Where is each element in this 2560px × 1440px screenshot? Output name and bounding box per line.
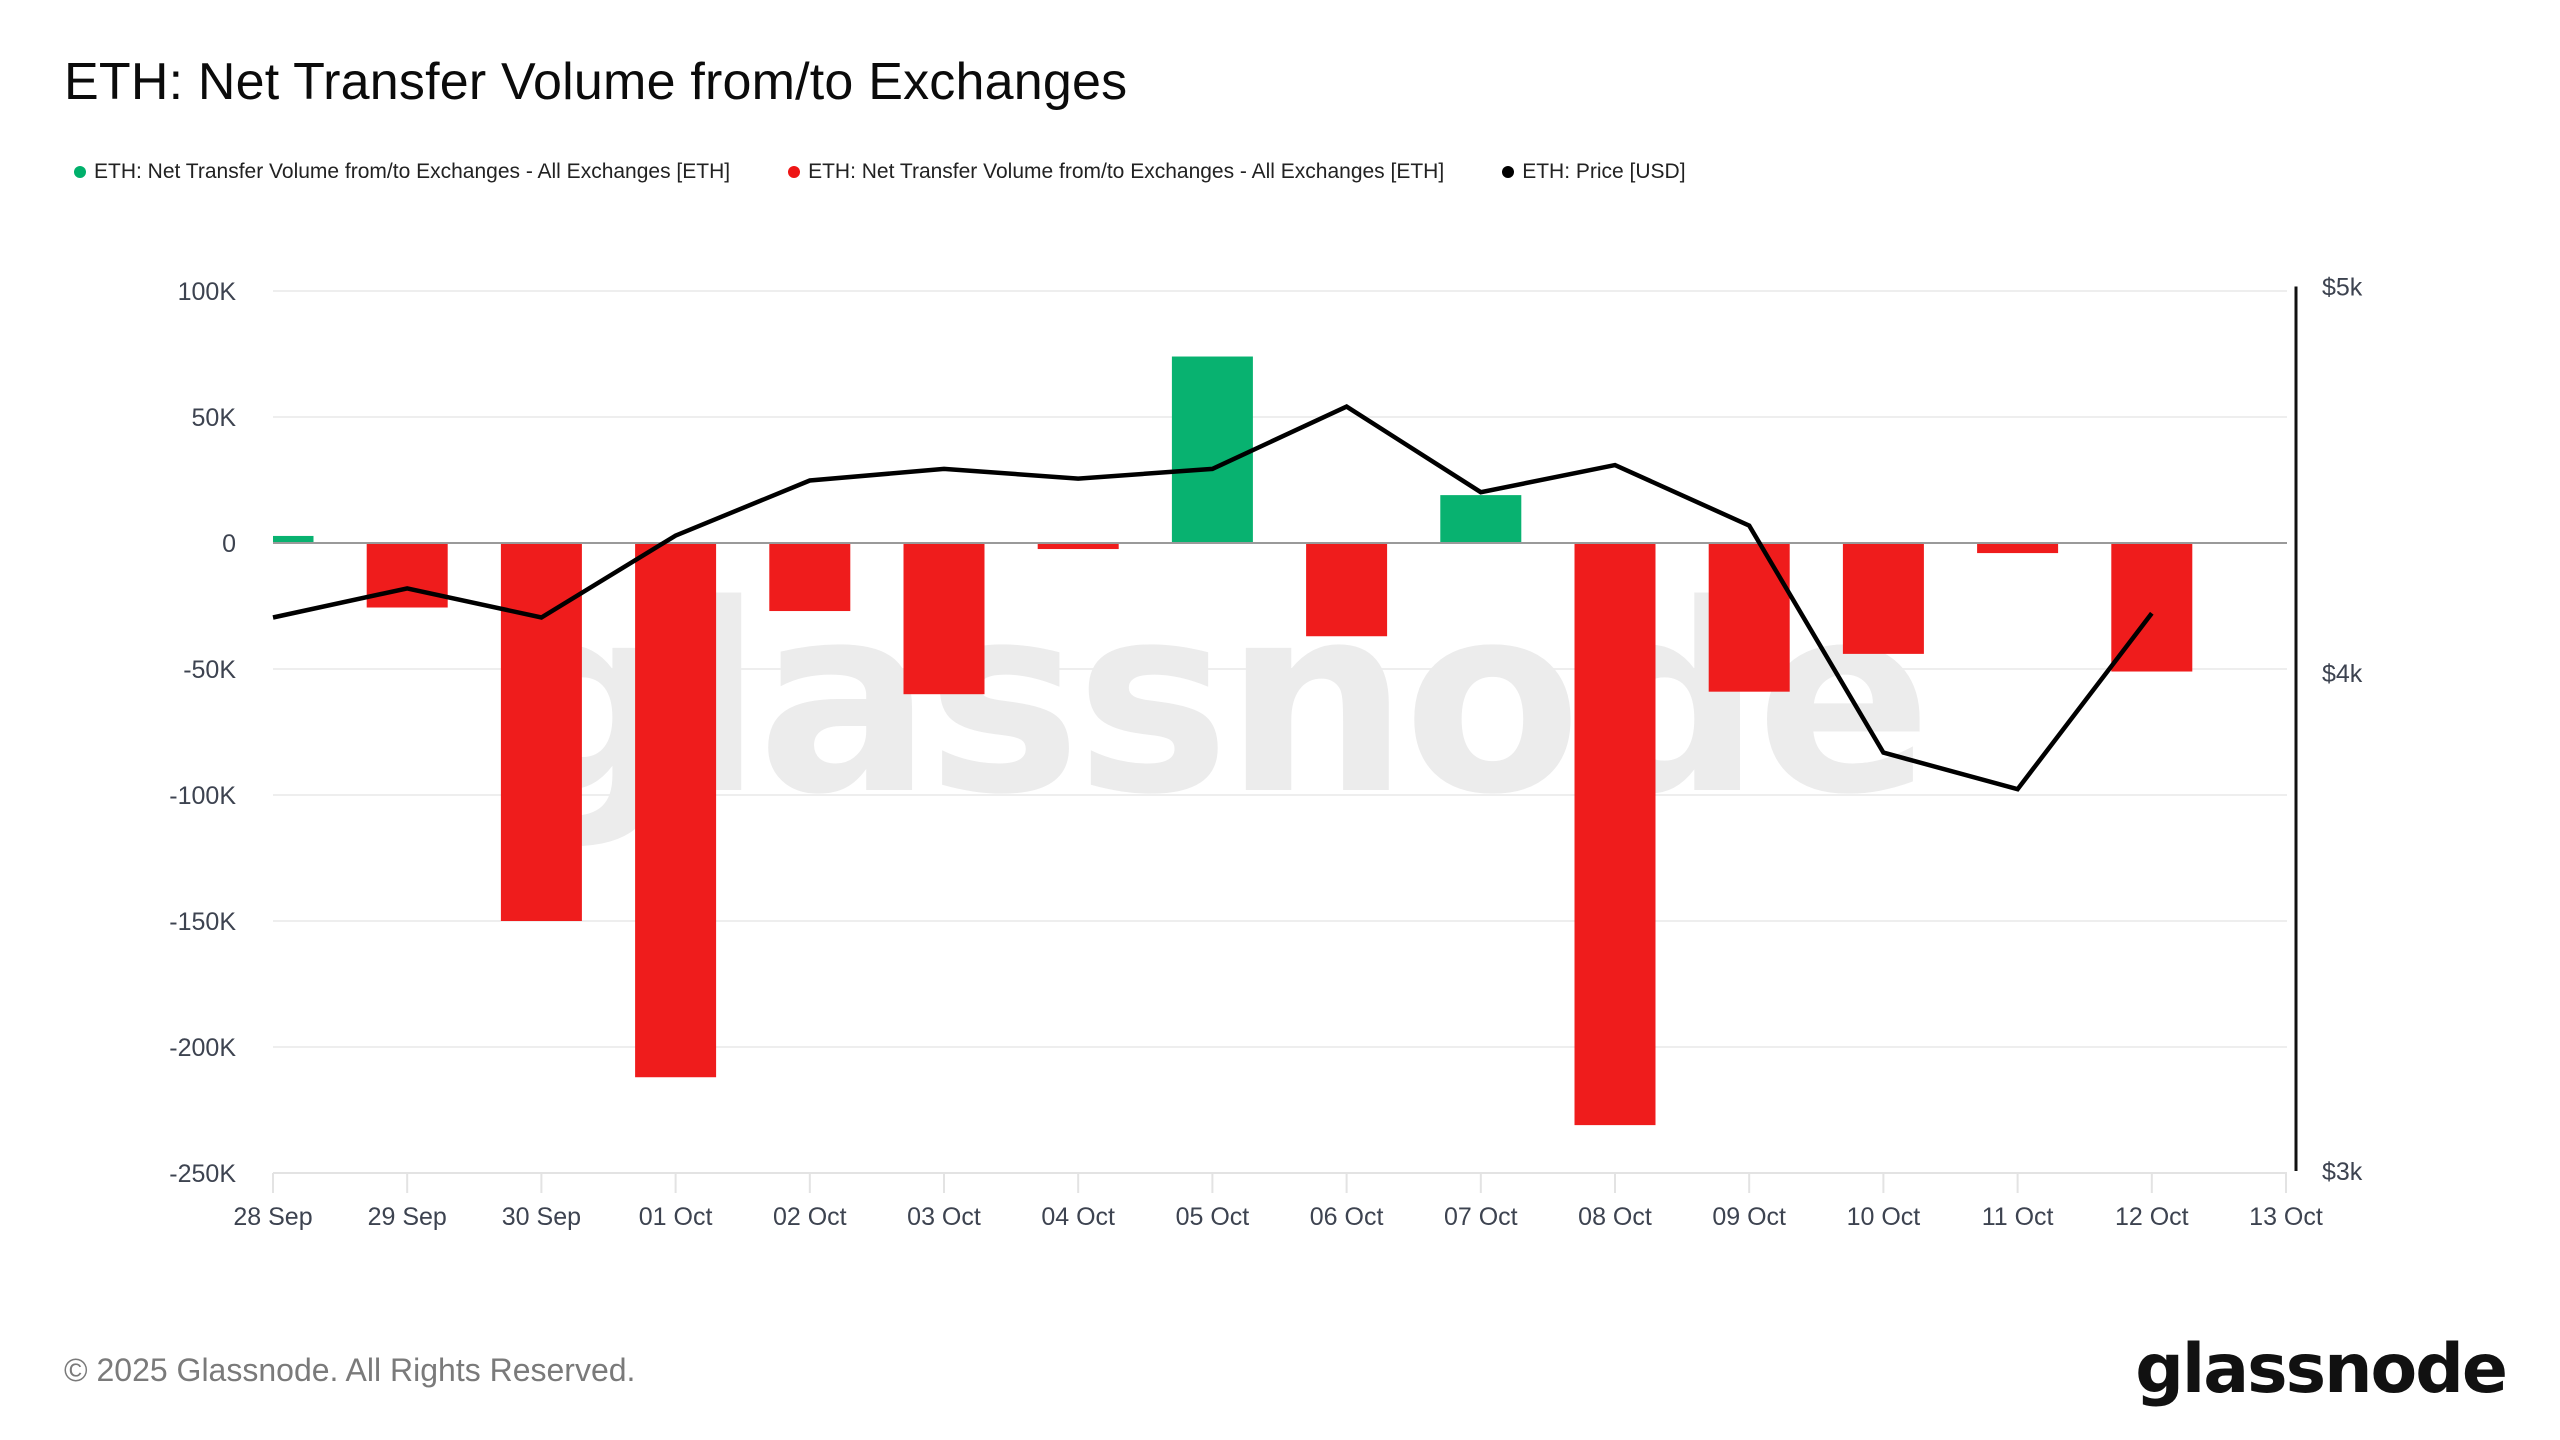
bar [1171,356,1253,543]
right-axis: $5k $4k $3k [2294,273,2363,1186]
gridlines [273,290,2287,1174]
x-axis-tick-label: 01 Oct [639,1203,713,1231]
legend-item-netflow-negative[interactable]: ETH: Net Transfer Volume from/to Exchang… [788,160,1444,184]
right-axis-tick-label: $5k [2322,273,2363,301]
x-axis-tick-label: 05 Oct [1176,1203,1250,1231]
left-axis-tick-label: -100K [169,782,236,810]
right-axis-tick-label: $3k [2322,1158,2363,1186]
legend-dot-icon [74,166,86,178]
bar [1037,543,1119,550]
bar [1977,543,2059,554]
left-axis-tick-label: 100K [178,278,237,306]
x-axis-tick-label: 28 Sep [233,1203,312,1231]
netflow-bars [273,356,2193,1126]
bar [1708,543,1790,692]
bar [1574,543,1656,1126]
left-axis-tick-label: -250K [169,1160,236,1188]
left-axis-tick-label: -50K [183,656,236,684]
x-axis-tick-label: 09 Oct [1712,1203,1786,1231]
left-axis-tick-label: 0 [222,530,236,558]
legend-label: ETH: Net Transfer Volume from/to Exchang… [808,160,1445,183]
left-axis-tick-label: 50K [192,404,237,432]
right-axis-tick-label: $4k [2322,660,2363,688]
bar [903,543,985,695]
x-axis-tick-label: 13 Oct [2249,1203,2323,1231]
price-line [272,404,2154,792]
x-axis-tick-label: 29 Sep [368,1203,447,1231]
x-axis-tick-label: 11 Oct [1982,1203,2054,1231]
bar [273,535,314,543]
x-axis-tick-label: 12 Oct [2115,1203,2189,1231]
x-axis-tick-label: 08 Oct [1578,1203,1652,1231]
legend: ETH: Net Transfer Volume from/to Exchang… [74,160,1686,184]
bar [769,543,851,612]
x-axis-tick-label: 06 Oct [1310,1203,1384,1231]
left-axis-tick-label: -150K [169,908,236,936]
bar [1306,543,1388,637]
x-axis-tick-label: 10 Oct [1847,1203,1921,1231]
x-axis-tick-label: 02 Oct [773,1203,847,1231]
chart-title: ETH: Net Transfer Volume from/to Exchang… [64,53,1128,111]
bar [1440,495,1522,543]
bar [500,543,582,921]
legend-item-netflow-positive[interactable]: ETH: Net Transfer Volume from/to Exchang… [74,160,730,184]
left-axis-tick-label: -200K [169,1034,236,1062]
legend-label: ETH: Price [USD] [1522,160,1686,183]
glassnode-logo: glassnode [2135,1330,2508,1409]
legend-item-price[interactable]: ETH: Price [USD] [1502,160,1686,184]
x-axis-tick-label: 30 Sep [502,1203,581,1231]
legend-label: ETH: Net Transfer Volume from/to Exchang… [94,160,731,183]
bar [366,543,448,608]
x-axis-tick-label: 04 Oct [1041,1203,1115,1231]
x-axis-tick-label: 03 Oct [907,1203,981,1231]
x-axis-tick-label: 07 Oct [1444,1203,1518,1231]
x-axis: 28 Sep 29 Sep 30 Sep 01 Oct 02 Oct 03 Oct 04 O… [233,1172,2323,1231]
bar [1842,543,1924,654]
bar [635,543,717,1078]
watermark: glassnode [494,550,1926,852]
legend-dot-icon [1502,166,1515,178]
legend-dot-icon [788,166,801,178]
copyright-text: © 2025 Glassnode. All Rights Reserved. [64,1352,636,1388]
left-axis: 100K 50K 0 -50K -100K -150K -200K -250K [169,278,236,1188]
